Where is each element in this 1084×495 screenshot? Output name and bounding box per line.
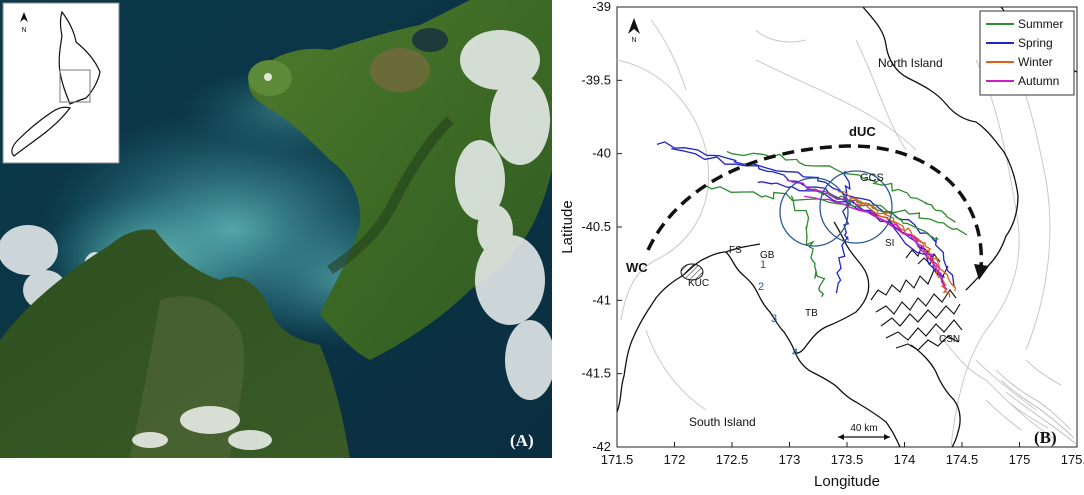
y-tick-label: -41	[592, 292, 611, 307]
x-tick-label: 175	[1009, 452, 1031, 467]
label-kuc: KUC	[688, 278, 709, 289]
label-tb: TB	[805, 308, 818, 319]
y-tick-label: -39.5	[581, 72, 611, 87]
y-tick-label: -39	[592, 0, 611, 14]
label-si: SI	[885, 238, 894, 249]
label-fs: FS	[729, 245, 742, 256]
duc-arrowhead-icon	[974, 264, 989, 280]
gcs-circle-2	[819, 170, 893, 244]
map-panel: North Island South Island dUC WC GCS FS …	[556, 0, 1084, 490]
label-duc: dUC	[849, 124, 876, 139]
x-tick-label: 174.5	[946, 452, 979, 467]
y-tick-label: -41.5	[581, 366, 611, 381]
north-arrow-icon	[20, 12, 28, 22]
label-csn: CSN	[939, 334, 960, 345]
drifter-tracks	[656, 141, 968, 298]
autumn-track	[804, 195, 942, 275]
summer-track	[805, 188, 939, 240]
bathymetry-contours	[616, 19, 1057, 448]
gcs-circle-1	[779, 177, 849, 247]
panel-b-label: (B)	[1034, 428, 1057, 447]
summer-track	[703, 184, 968, 236]
satellite-image: N (A)	[0, 0, 555, 458]
x-tick-label: 174	[894, 452, 916, 467]
label-gcs: GCS	[860, 172, 884, 184]
summer-track	[790, 195, 826, 298]
station-2: 2	[758, 281, 764, 293]
station-3: 3	[771, 313, 777, 325]
summer-track	[726, 150, 956, 223]
label-gb: GB	[760, 250, 775, 261]
winter-track	[837, 191, 951, 298]
deep-contours	[985, 359, 1077, 445]
legend-label: Summer	[1018, 17, 1063, 31]
label-south-island: South Island	[689, 415, 756, 429]
spring-track	[671, 147, 945, 279]
station-1: 1	[760, 259, 766, 271]
spring-track	[656, 141, 956, 288]
gcs-circles	[779, 170, 893, 247]
x-tick-label: 172	[664, 452, 686, 467]
x-tick-label: 172.5	[716, 452, 749, 467]
scale-bar: 40 km	[838, 423, 890, 440]
legend: Summer Spring Winter Autumn	[979, 10, 1075, 96]
y-tick-label: -42	[592, 439, 611, 454]
y-axis-label: Latitude	[559, 200, 576, 253]
x-tick-label: 173.5	[831, 452, 864, 467]
station-4: 4	[792, 347, 798, 359]
duc-current-arrow	[646, 144, 984, 269]
y-tick-label: -40.5	[581, 219, 611, 234]
y-axis-ticks: -39 -39.5 -40 -40.5 -41 -41.5 -42	[581, 0, 622, 454]
x-axis-ticks: 171.5 172 172.5 173 173.5 174 174.5 175 175.5	[601, 442, 1084, 467]
kuc-hatched-area	[680, 263, 704, 281]
winter-track	[854, 197, 957, 292]
inset-north-label: N	[21, 27, 26, 34]
scale-label: 40 km	[850, 423, 877, 434]
x-axis-label: Longitude	[814, 473, 880, 490]
map-chart: North Island South Island dUC WC GCS FS …	[559, 0, 1084, 490]
north-arrow: N	[628, 18, 640, 44]
x-tick-label: 175.5	[1061, 452, 1084, 467]
autumn-track	[786, 179, 948, 291]
north-label: N	[631, 37, 636, 44]
label-wc: WC	[626, 260, 648, 275]
locator-inset: N	[2, 2, 120, 164]
satellite-image-panel: N (A)	[0, 0, 555, 458]
x-tick-label: 173	[779, 452, 801, 467]
y-tick-label: -40	[592, 146, 611, 161]
panel-a-label: (A)	[510, 431, 534, 450]
legend-label: Autumn	[1018, 74, 1059, 88]
label-north-island: North Island	[878, 56, 943, 70]
legend-label: Spring	[1018, 36, 1053, 50]
legend-label: Winter	[1018, 55, 1053, 69]
spring-track	[835, 170, 851, 294]
x-tick-label: 171.5	[601, 452, 634, 467]
north-arrow-icon	[628, 18, 640, 34]
